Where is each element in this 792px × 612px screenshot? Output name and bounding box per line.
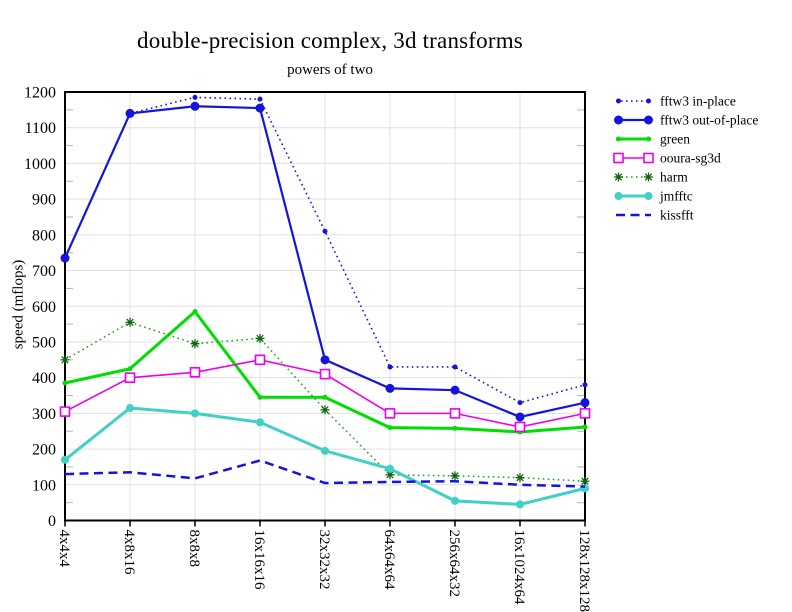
marker-asterisk-icon	[644, 173, 653, 181]
marker-circle-icon	[580, 398, 590, 408]
marker-asterisk-icon	[126, 318, 134, 327]
marker-asterisk-icon	[386, 471, 394, 479]
series-line-kissfft	[64, 459, 586, 488]
marker-circle-icon	[516, 500, 524, 509]
series-line-fftw3-in-place	[64, 96, 586, 404]
marker-square-icon	[124, 372, 136, 383]
marker-asterisk-icon	[191, 340, 199, 348]
marker-square-icon	[384, 408, 396, 419]
marker-circle-icon	[125, 108, 135, 118]
marker-asterisk-icon	[256, 334, 264, 343]
y-tick-label: 1100	[25, 120, 56, 137]
marker-circle-icon	[614, 115, 623, 125]
x-tick-label: 64x64x64	[381, 530, 397, 591]
marker-circle-icon	[616, 136, 621, 142]
x-tick-label: 4x8x16	[121, 530, 137, 576]
x-tick-label: 16x16x16	[251, 530, 267, 591]
marker-circle-icon	[192, 94, 198, 100]
x-tick-label: 256x64x32	[446, 530, 462, 598]
legend-label-fftw3-out-of-place: fftw3 out-of-place	[660, 113, 758, 128]
legend-label-fftw3-in-place: fftw3 in-place	[660, 94, 736, 109]
marker-circle-icon	[256, 418, 264, 427]
marker-circle-icon	[517, 400, 523, 406]
marker-square-icon	[613, 152, 624, 164]
marker-circle-icon	[127, 366, 133, 372]
marker-circle-icon	[515, 412, 525, 422]
y-tick-label: 800	[32, 227, 56, 244]
legend-label-harm: harm	[660, 170, 688, 185]
marker-square-icon	[319, 368, 331, 380]
y-tick-label: 1200	[24, 85, 56, 102]
x-tick-label: 4x4x4	[56, 530, 72, 568]
marker-circle-icon	[322, 394, 328, 400]
marker-circle-icon	[60, 253, 70, 263]
marker-square-icon	[189, 367, 201, 378]
y-tick-label: 100	[32, 477, 56, 494]
marker-circle-icon	[451, 496, 459, 505]
marker-asterisk-icon	[451, 472, 459, 480]
marker-circle-icon	[644, 192, 653, 200]
y-tick-label: 900	[32, 192, 56, 209]
marker-square-icon	[643, 152, 654, 164]
marker-circle-icon	[321, 446, 329, 455]
marker-circle-icon	[646, 136, 651, 142]
marker-asterisk-icon	[516, 473, 524, 482]
marker-circle-icon	[644, 115, 653, 125]
marker-circle-icon	[322, 228, 328, 234]
marker-circle-icon	[387, 364, 393, 370]
marker-asterisk-icon	[614, 173, 623, 181]
chart-title: double-precision complex, 3d transforms	[137, 28, 523, 53]
marker-circle-icon	[257, 96, 263, 102]
marker-circle-icon	[126, 404, 134, 413]
y-tick-label: 200	[32, 442, 56, 459]
marker-asterisk-icon	[61, 356, 69, 364]
marker-circle-icon	[190, 101, 200, 111]
marker-circle-icon	[320, 355, 330, 365]
marker-asterisk-icon	[581, 477, 589, 485]
marker-circle-icon	[385, 383, 395, 393]
marker-circle-icon	[452, 364, 458, 370]
legend-label-green: green	[660, 132, 690, 147]
marker-circle-icon	[614, 192, 623, 200]
y-tick-label: 400	[32, 370, 56, 387]
marker-square-icon	[449, 408, 461, 419]
marker-circle-icon	[257, 394, 263, 400]
y-tick-label: 300	[32, 406, 56, 423]
y-tick-label: 500	[32, 334, 56, 351]
marker-circle-icon	[582, 382, 588, 388]
y-tick-label: 0	[48, 513, 56, 530]
legend-label-jmfftc: jmfftc	[659, 189, 693, 204]
marker-circle-icon	[191, 409, 199, 418]
marker-circle-icon	[582, 424, 588, 430]
x-tick-label: 8x8x8	[186, 530, 202, 568]
marker-circle-icon	[450, 385, 460, 395]
y-tick-label: 1000	[24, 156, 56, 173]
x-tick-label: 128x128x128	[576, 530, 592, 612]
marker-circle-icon	[192, 309, 198, 315]
marker-circle-icon	[61, 455, 69, 464]
marker-square-icon	[579, 408, 591, 419]
y-tick-label: 700	[32, 263, 56, 280]
marker-square-icon	[514, 421, 526, 433]
marker-circle-icon	[62, 380, 68, 386]
marker-circle-icon	[386, 464, 394, 473]
marker-circle-icon	[646, 98, 651, 104]
y-tick-label: 600	[32, 299, 56, 316]
chart-subtitle: powers of two	[287, 62, 373, 78]
legend-label-kissfft: kissfft	[660, 208, 694, 223]
marker-circle-icon	[452, 425, 458, 431]
marker-asterisk-icon	[321, 406, 329, 414]
marker-circle-icon	[387, 425, 393, 431]
marker-square-icon	[59, 406, 71, 417]
x-tick-label: 16x1024x64	[511, 530, 527, 606]
marker-square-icon	[254, 354, 266, 366]
marker-circle-icon	[255, 103, 265, 113]
marker-circle-icon	[616, 98, 621, 104]
legend-label-ooura-sg3d: ooura-sg3d	[660, 151, 721, 166]
x-tick-label: 32x32x32	[316, 530, 332, 590]
